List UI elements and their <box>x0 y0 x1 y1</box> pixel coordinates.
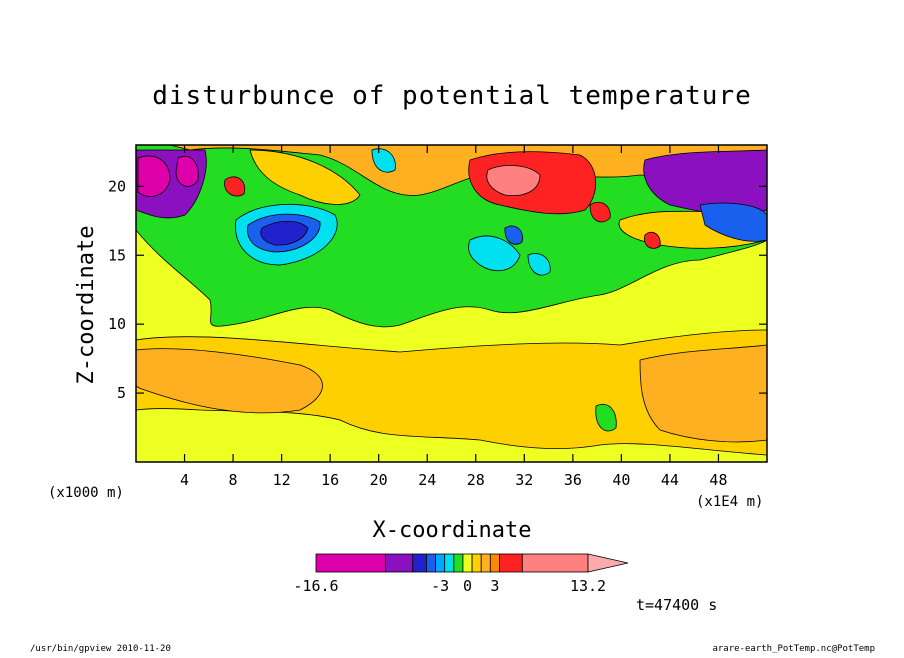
colorbar-segment <box>462 553 473 573</box>
region-peak-warm-anomaly <box>486 165 541 197</box>
footer-right: arare-earth_PotTemp.nc@PotTemp <box>712 644 875 654</box>
x-tick-label: 32 <box>515 471 533 489</box>
x-tick-label: 16 <box>321 471 339 489</box>
colorbar-segment <box>480 553 491 573</box>
contour-field <box>136 145 767 462</box>
y-tick-label: 15 <box>108 246 126 264</box>
x-tick-label: 40 <box>612 471 630 489</box>
time-annotation: t=47400 s <box>636 596 717 614</box>
chart-title: disturbunce of potential temperature <box>152 81 752 111</box>
x-axis-label: X-coordinate <box>373 518 532 543</box>
y-axis-label: Z-coordinate <box>74 226 99 385</box>
x-tick-label: 12 <box>273 471 291 489</box>
colorbar-label: 13.2 <box>570 577 606 595</box>
x-tick-label: 8 <box>229 471 238 489</box>
colorbar-segment <box>315 553 386 573</box>
plot-frame <box>135 144 768 463</box>
x-tick-label: 36 <box>564 471 582 489</box>
colorbar-segment <box>384 553 414 573</box>
colorbar: -16.6 -3 0 3 13.2 <box>293 553 629 595</box>
colorbar-segment <box>444 553 455 573</box>
colorbar-label: -16.6 <box>293 577 338 595</box>
colorbar-segment <box>412 553 427 573</box>
y-axis: 5 10 15 20 <box>108 177 767 402</box>
y-tick-label: 10 <box>108 315 126 333</box>
x-tick-label: 24 <box>418 471 436 489</box>
colorbar-label: 3 <box>490 577 499 595</box>
x-tick-label: 44 <box>661 471 679 489</box>
y-tick-label: 20 <box>108 177 126 195</box>
colorbar-segment <box>435 553 446 573</box>
colorbar-segment <box>489 553 500 573</box>
x-axis: 4 8 12 16 20 24 28 32 36 40 44 48 <box>180 145 727 489</box>
colorbar-segment <box>426 553 436 573</box>
x-scale-note-left: (x1000 m) <box>48 485 124 501</box>
x-scale-note-right: (x1E4 m) <box>696 494 763 510</box>
colorbar-extend-arrow <box>587 553 629 573</box>
colorbar-label: -3 <box>431 577 449 595</box>
colorbar-segment <box>521 553 589 573</box>
x-tick-label: 20 <box>370 471 388 489</box>
footer-left: /usr/bin/gpview 2010-11-20 <box>30 644 171 654</box>
x-tick-label: 28 <box>467 471 485 489</box>
x-tick-label: 48 <box>709 471 727 489</box>
y-tick-label: 5 <box>117 384 126 402</box>
colorbar-segment <box>453 553 464 573</box>
colorbar-segment <box>499 553 523 573</box>
region-warm-core-lower <box>136 348 323 414</box>
colorbar-label: 0 <box>463 577 472 595</box>
colorbar-segment <box>471 553 482 573</box>
x-tick-label: 4 <box>180 471 189 489</box>
